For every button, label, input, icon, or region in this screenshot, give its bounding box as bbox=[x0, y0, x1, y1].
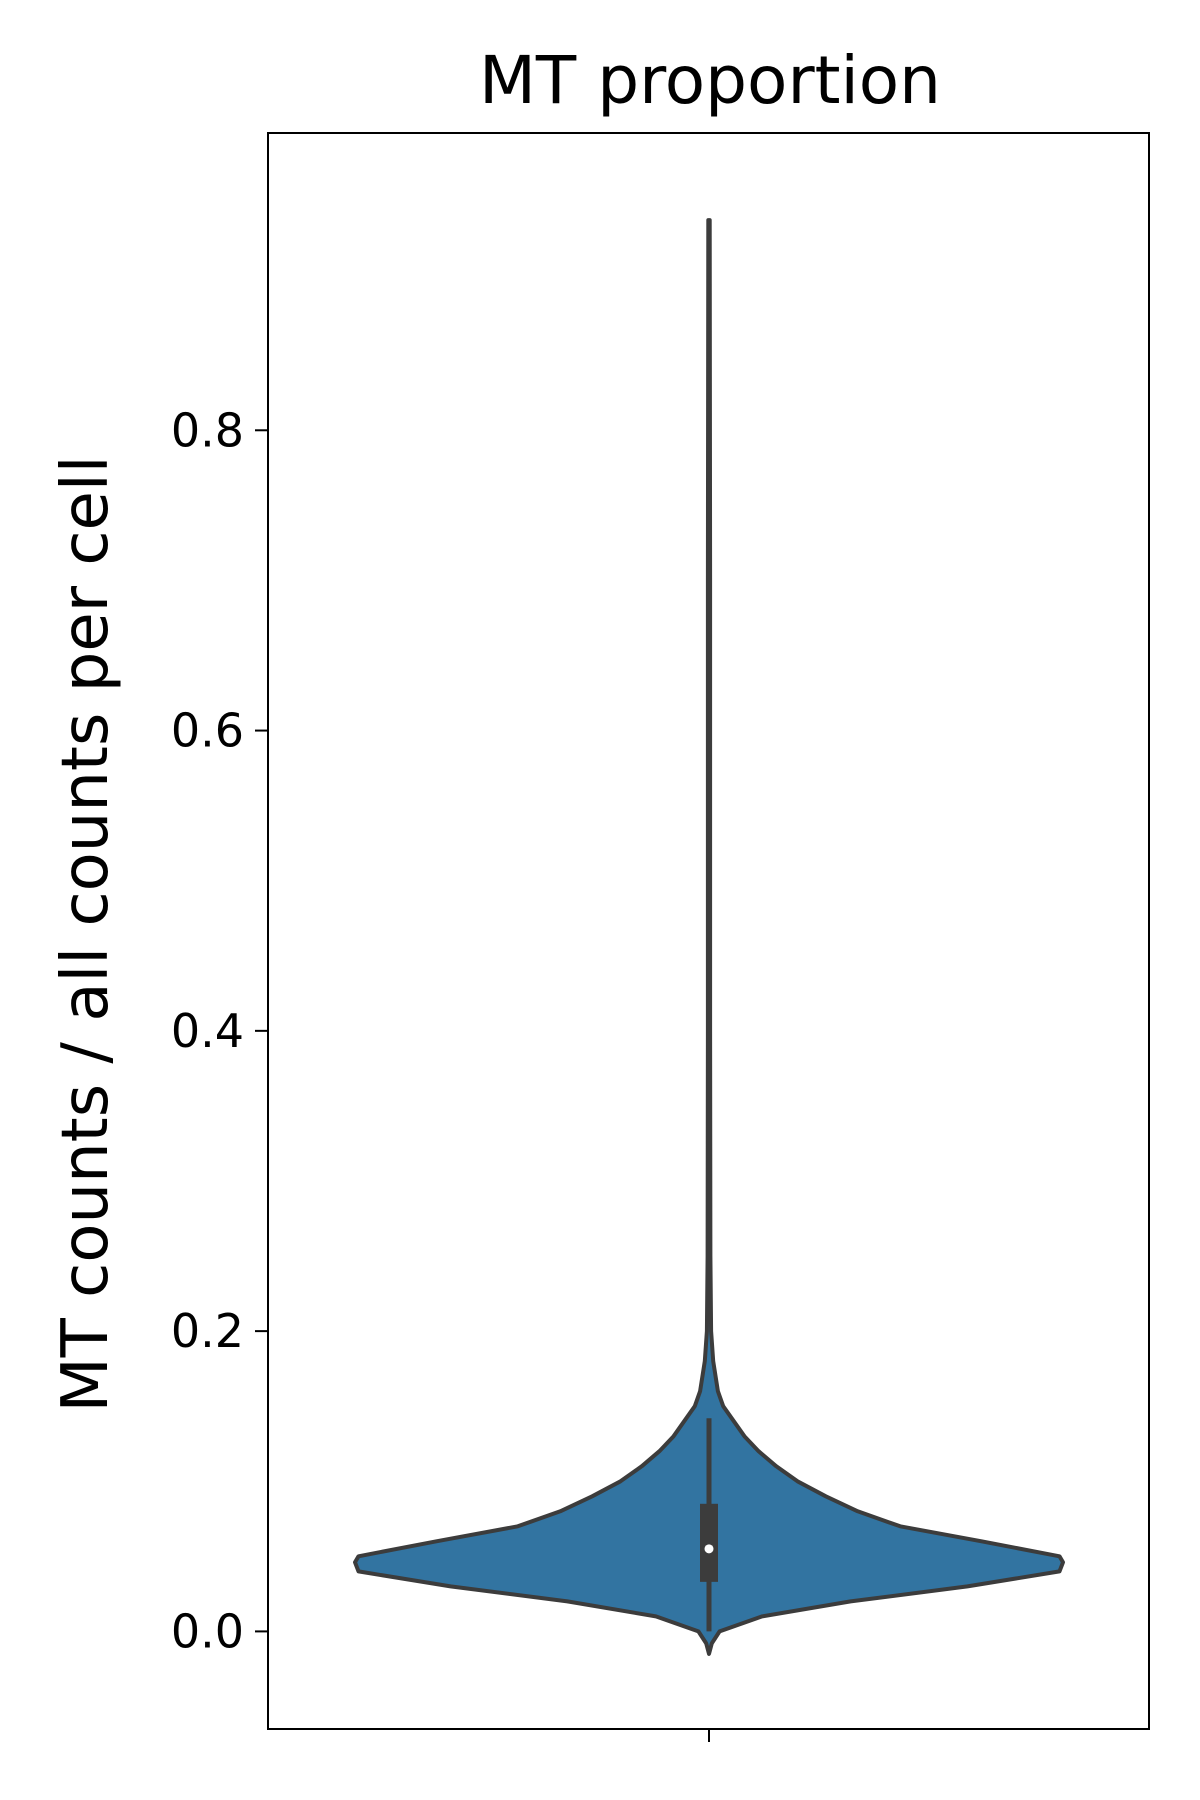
y-tick-label: 0.0 bbox=[171, 1604, 244, 1658]
y-axis-ticks: 0.0 0.2 0.4 0.6 0.8 bbox=[171, 403, 268, 1658]
y-tick-label: 0.6 bbox=[171, 704, 244, 758]
median-marker bbox=[704, 1544, 714, 1554]
y-tick-label: 0.8 bbox=[171, 403, 244, 457]
interquartile-box bbox=[700, 1503, 718, 1582]
y-axis-label: MT counts / all counts per cell bbox=[49, 456, 123, 1413]
y-tick-label: 0.2 bbox=[171, 1304, 244, 1358]
violin-body bbox=[353, 218, 1065, 1656]
box-plot bbox=[700, 1418, 718, 1632]
axes-frame bbox=[267, 132, 1150, 1730]
chart-title: MT proportion bbox=[479, 42, 941, 119]
plot-area bbox=[353, 218, 1065, 1656]
y-tick-label: 0.4 bbox=[171, 1004, 244, 1058]
